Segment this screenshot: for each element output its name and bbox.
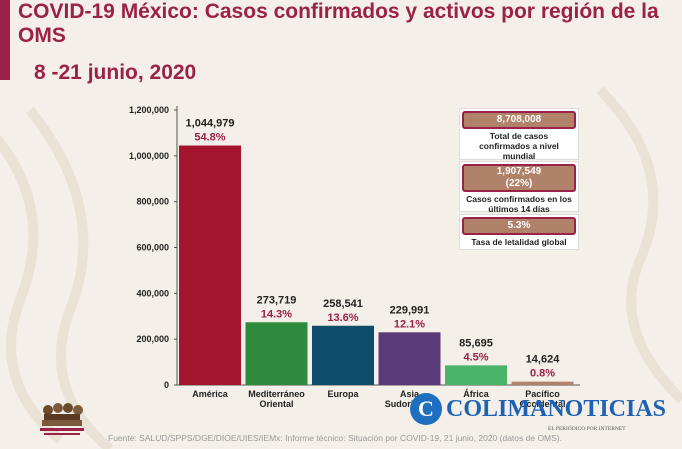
info-box-recent-text: Casos confirmados en los últimos 14 días: [466, 194, 572, 214]
bar-value-label: 229,991: [390, 304, 430, 316]
bar-percent-label: 54.8%: [194, 132, 225, 144]
gobierno-de-mexico-logo-icon: [40, 403, 84, 435]
y-tick-label: 400,000: [136, 288, 169, 298]
y-tick-label: 1,000,000: [129, 151, 169, 161]
brand-tagline: EL PERIÓDICO POR INTERNET: [548, 426, 626, 432]
info-box-total-text: Total de casos confirmados a nivel mundi…: [479, 131, 559, 161]
bar-3: [378, 332, 441, 385]
info-box-recent: 1,907,549 (22%) Casos confirmados en los…: [459, 161, 579, 214]
x-category-label: Europa: [327, 389, 359, 399]
y-tick-label: 800,000: [136, 197, 169, 207]
x-category-label: Asia: [400, 389, 420, 399]
colimanoticias-logo[interactable]: C COLIMANOTICIAS: [410, 391, 666, 427]
bar-value-label: 273,719: [257, 294, 297, 306]
bar-value-label: 14,624: [526, 354, 561, 366]
info-box-lethality: 5.3% Tasa de letalidad global: [459, 214, 579, 250]
page-subtitle: 8 -21 junio, 2020: [34, 61, 197, 84]
x-category-label: Oriental: [259, 399, 293, 409]
bar-value-label: 85,695: [459, 337, 493, 349]
bar-5: [511, 381, 574, 385]
bar-percent-label: 12.1%: [394, 318, 425, 330]
x-category-label: Mediterráneo: [248, 389, 305, 399]
page-title: COVID-19 México: Casos confirmados y act…: [18, 0, 659, 47]
info-box-lethality-text: Tasa de letalidad global: [471, 237, 567, 247]
bar-2: [312, 325, 374, 385]
title-accent-bar: [0, 0, 10, 80]
colimanoticias-logo-icon: C: [410, 393, 442, 425]
brand-name: COLIMANOTICIAS: [446, 395, 667, 422]
info-box-recent-percent: (22%): [505, 178, 533, 189]
x-category-label: Sudoriental: [385, 399, 435, 409]
info-box-recent-number: 1,907,549: [496, 166, 542, 177]
bar-value-label: 1,044,979: [186, 118, 235, 130]
y-tick-label: 200,000: [136, 334, 169, 344]
info-box-total-value: 8,708,008: [462, 111, 576, 129]
info-box-lethality-value: 5.3%: [462, 217, 576, 235]
x-category-label: Occidental: [519, 399, 565, 409]
bar-percent-label: 4.5%: [463, 351, 488, 363]
info-box-recent-value: 1,907,549 (22%): [462, 164, 576, 192]
x-category-label: África: [463, 389, 490, 399]
bar-value-label: 258,541: [323, 298, 363, 310]
bar-percent-label: 0.8%: [530, 368, 555, 380]
info-box-total: 8,708,008 Total de casos confirmados a n…: [459, 108, 579, 161]
bar-1: [245, 322, 308, 385]
y-tick-label: 1,200,000: [129, 105, 169, 115]
x-category-label: Pacífico: [525, 389, 560, 399]
bar-4: [445, 365, 507, 385]
y-tick-label: 600,000: [136, 243, 169, 253]
source-footnote: Fuente: SALUD/SPPS/DGE/DIOE/UIES/IEMx: I…: [108, 433, 562, 443]
x-category-label: América: [192, 389, 229, 399]
bar-0: [179, 145, 241, 385]
bar-percent-label: 14.3%: [261, 308, 292, 320]
bar-percent-label: 13.6%: [327, 312, 358, 324]
y-tick-label: 0: [164, 380, 169, 390]
